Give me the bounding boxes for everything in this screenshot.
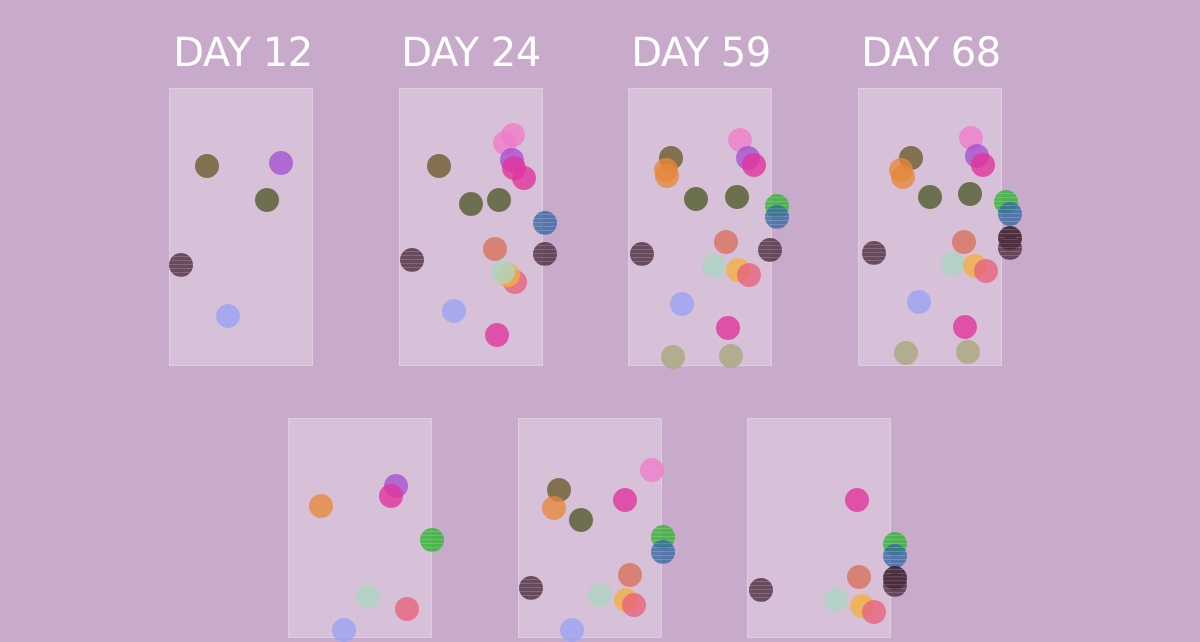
dot-lavender [907,290,931,314]
dot-lavender [332,618,356,642]
dot-maroon [758,238,782,262]
dot-dark-green [255,188,279,212]
dot-purple [269,151,293,175]
dot-coral [847,565,871,589]
dot-maroon [749,578,773,602]
dot-salmon [974,259,998,283]
panel-day-12 [169,88,313,366]
dot-blue [998,202,1022,226]
dot-mint [702,254,726,278]
dot-salmon [622,593,646,617]
dot-dark-green [725,185,749,209]
dot-orange [655,164,679,188]
dot-magenta [845,488,869,512]
dot-mint [824,588,848,612]
dot-salmon [395,597,419,621]
dot-maroon [519,576,543,600]
day-label-68: DAY 68 [861,30,1001,76]
dot-maroon [862,241,886,265]
dot-magenta [613,488,637,512]
day-label-12: DAY 12 [173,30,313,76]
dot-khaki [956,340,980,364]
dot-olive [427,154,451,178]
dot-magenta [716,316,740,340]
dot-maroon [883,573,907,597]
dot-khaki [719,344,743,368]
dot-magenta [971,153,995,177]
dot-mint [941,252,965,276]
dot-magenta [485,323,509,347]
dot-salmon [862,600,886,624]
dot-orange [309,494,333,518]
dot-magenta [502,156,526,180]
dot-dark-green [459,192,483,216]
dot-mint [491,260,515,284]
dot-pink [640,458,664,482]
dot-orange [891,165,915,189]
dot-maroon [998,236,1022,260]
dot-dark-green [569,508,593,532]
dot-lavender [442,299,466,323]
dot-maroon [400,248,424,272]
panel-day-59 [628,88,772,366]
dot-coral [952,230,976,254]
dot-dark-green [958,182,982,206]
dot-blue [883,544,907,568]
dot-dark-green [684,187,708,211]
dot-magenta [742,153,766,177]
dot-khaki [894,341,918,365]
dot-blue [765,205,789,229]
dot-magenta [379,484,403,508]
day-label-59: DAY 59 [631,30,771,76]
dot-lavender [216,304,240,328]
dot-maroon [630,242,654,266]
dot-dark-green [918,185,942,209]
dot-maroon [169,253,193,277]
dot-lavender [560,618,584,642]
dot-blue [533,211,557,235]
dot-magenta [953,315,977,339]
dot-blue [651,540,675,564]
dot-green [420,528,444,552]
dot-dark-green [487,188,511,212]
dot-olive [195,154,219,178]
dot-khaki [661,345,685,369]
dot-coral [483,237,507,261]
dot-coral [618,563,642,587]
dot-salmon [737,263,761,287]
dot-mint [588,583,612,607]
day-label-24: DAY 24 [401,30,541,76]
dot-mint [356,585,380,609]
dot-coral [714,230,738,254]
dot-lavender [670,292,694,316]
dot-maroon [533,242,557,266]
dot-orange [542,496,566,520]
